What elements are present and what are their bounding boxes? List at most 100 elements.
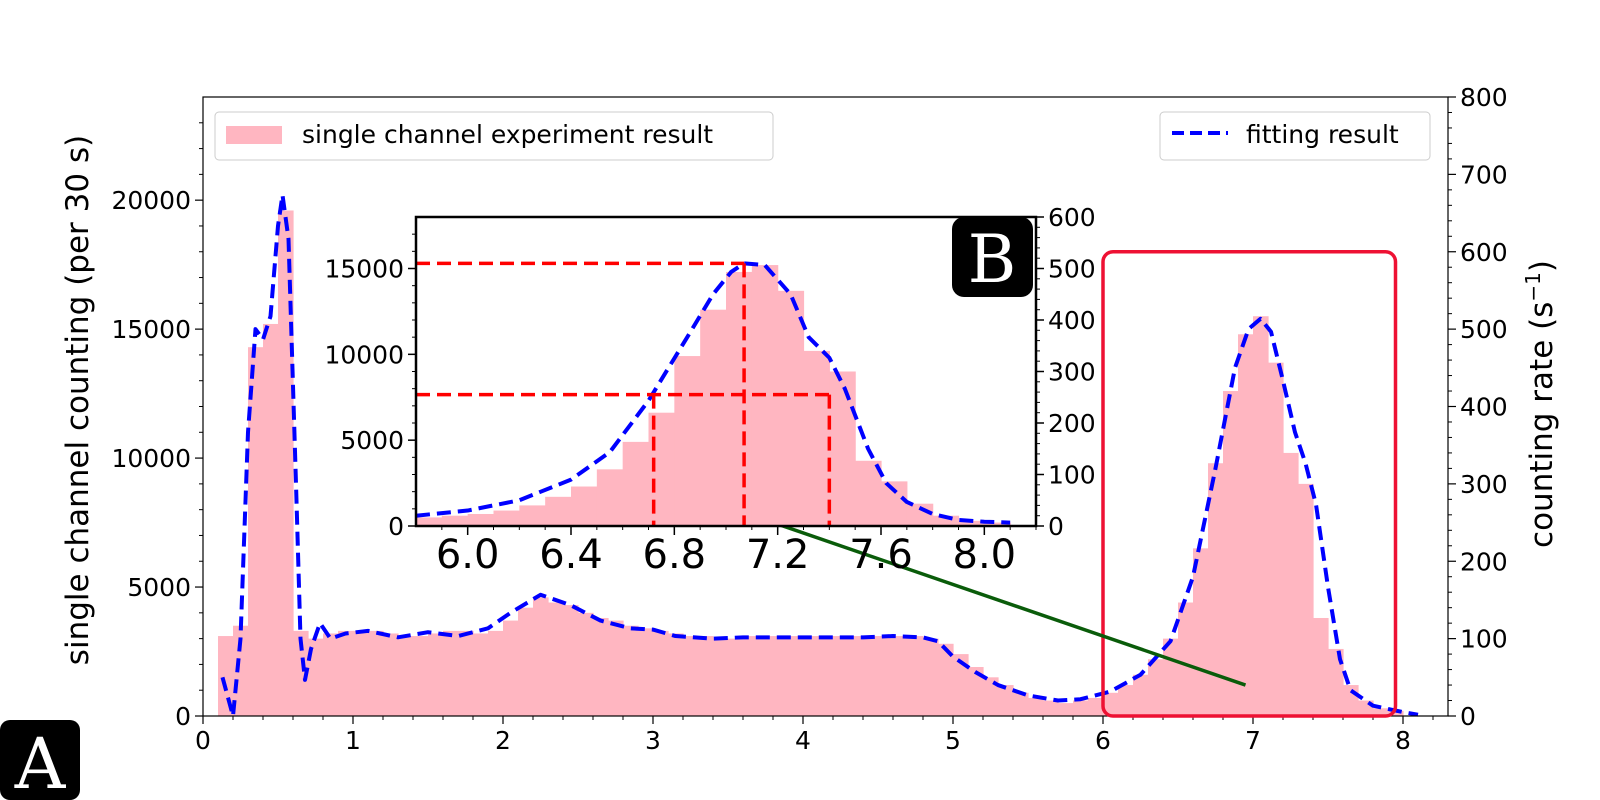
main-xtick-label-2: 2 — [495, 726, 511, 755]
inset-histogram-bars — [416, 265, 1011, 526]
main-bar-19 — [503, 620, 519, 716]
y-axis-label-right-close: ) — [1524, 260, 1560, 272]
main-bar-74 — [1328, 648, 1344, 716]
main-y2tick-label-8: 800 — [1460, 83, 1508, 112]
main-bar-47 — [923, 638, 939, 716]
main-bar-78 — [1388, 710, 1404, 716]
main-bar-6 — [308, 638, 324, 716]
main-bar-52 — [998, 685, 1014, 716]
inset-xtick-label-3: 7.2 — [746, 532, 810, 578]
inset-bar-3 — [493, 510, 520, 526]
inset-bar-17 — [855, 460, 882, 526]
main-bar-75 — [1343, 685, 1359, 716]
main-bar-37 — [773, 636, 789, 716]
inset-bar-15 — [803, 350, 830, 526]
main-bar-77 — [1373, 708, 1389, 716]
badge-a-box — [0, 720, 80, 800]
inset-y2tick-label-0: 0 — [1048, 512, 1064, 541]
main-histogram-bars — [218, 210, 1404, 716]
main-bar-71 — [1283, 452, 1299, 716]
inset-y-axis-left: 0 5000 10000 15000 — [324, 233, 416, 541]
main-bar-36 — [758, 636, 774, 716]
main-bar-63 — [1163, 638, 1179, 716]
inset-bar-12 — [726, 271, 753, 526]
main-bar-5 — [293, 630, 309, 716]
inset-bar-14 — [777, 290, 805, 526]
main-bar-64 — [1178, 602, 1194, 716]
inset-bar-5 — [545, 496, 572, 526]
inset-x-axis: 6.0 6.4 6.8 7.2 7.6 8.0 — [436, 526, 1037, 578]
main-bar-20 — [518, 607, 534, 716]
inset-xtick-label-5: 8.0 — [953, 532, 1017, 578]
main-bar-1 — [233, 625, 249, 716]
main-ytick-label-1: 5000 — [127, 573, 191, 602]
main-xtick-label-1: 1 — [345, 726, 361, 755]
main-bar-50 — [968, 666, 984, 716]
inset-bar-10 — [674, 356, 701, 526]
legend-fit-label: fitting result — [1246, 120, 1399, 149]
inset-bar-4 — [519, 505, 546, 526]
main-bar-27 — [623, 625, 639, 716]
main-bar-13 — [413, 636, 429, 716]
main-bar-58 — [1088, 697, 1104, 716]
main-ytick-label-4: 20000 — [111, 186, 191, 215]
main-bar-56 — [1058, 703, 1074, 716]
main-fit-curve — [220, 193, 1419, 718]
main-bar-70 — [1268, 362, 1284, 716]
main-bar-2 — [248, 347, 264, 716]
main-bar-17 — [473, 633, 489, 716]
main-bar-14 — [428, 633, 444, 716]
main-bar-29 — [653, 630, 669, 716]
badge-b-letter: B — [968, 221, 1017, 298]
inset-y2tick-label-4: 400 — [1048, 306, 1096, 335]
legend-fit: fitting result — [1159, 111, 1431, 161]
badge-a-letter: A — [14, 723, 67, 800]
main-y2tick-label-6: 600 — [1460, 238, 1508, 267]
main-x-axis: 0 1 2 3 4 5 6 7 8 — [195, 716, 1434, 755]
main-bar-62 — [1148, 659, 1164, 716]
inset-bar-1 — [441, 515, 469, 526]
y-axis-label-right: counting rate (s−1) — [1521, 260, 1560, 548]
badge-a: A — [0, 720, 80, 800]
main-bar-26 — [608, 620, 624, 716]
main-bar-24 — [578, 612, 594, 716]
main-bar-0 — [218, 636, 234, 716]
main-xtick-label-8: 8 — [1395, 726, 1411, 755]
main-bar-42 — [848, 636, 864, 716]
inset-xtick-label-2: 6.8 — [643, 532, 707, 578]
main-bar-61 — [1133, 674, 1149, 716]
inset-ytick-label-3: 15000 — [324, 255, 404, 284]
main-bar-11 — [383, 633, 399, 716]
inset-y-axis-right: 0 100 200 300 400 500 600 — [1036, 203, 1096, 541]
main-bar-34 — [728, 638, 744, 716]
main-bar-31 — [683, 636, 699, 716]
main-bar-22 — [548, 602, 564, 716]
inset-bar-16 — [829, 371, 856, 526]
main-bar-72 — [1298, 483, 1314, 716]
inset-bar-7 — [596, 469, 624, 526]
main-ytick-label-2: 10000 — [111, 444, 191, 473]
main-xtick-label-7: 7 — [1245, 726, 1261, 755]
main-bar-59 — [1103, 692, 1119, 716]
main-bar-51 — [983, 677, 999, 716]
main-bar-15 — [443, 630, 459, 716]
inset-xtick-label-0: 6.0 — [436, 532, 500, 578]
main-bar-40 — [818, 636, 834, 716]
inset-y2tick-label-2: 200 — [1048, 409, 1096, 438]
inset-bar-11 — [700, 309, 727, 526]
inset-ytick-label-1: 5000 — [340, 426, 404, 455]
main-xtick-label-0: 0 — [195, 726, 211, 755]
main-bar-21 — [533, 597, 549, 716]
main-fit-line — [220, 193, 1419, 718]
main-bar-18 — [488, 630, 504, 716]
main-bar-7 — [323, 633, 339, 716]
main-bar-28 — [638, 628, 654, 716]
main-y2tick-label-0: 0 — [1460, 702, 1476, 731]
main-bar-57 — [1073, 700, 1089, 716]
inset-bar-8 — [622, 441, 650, 526]
main-bar-9 — [353, 630, 369, 716]
main-bar-44 — [878, 636, 894, 716]
inset-fwhm-markers — [416, 261, 832, 526]
main-bar-12 — [398, 636, 414, 716]
